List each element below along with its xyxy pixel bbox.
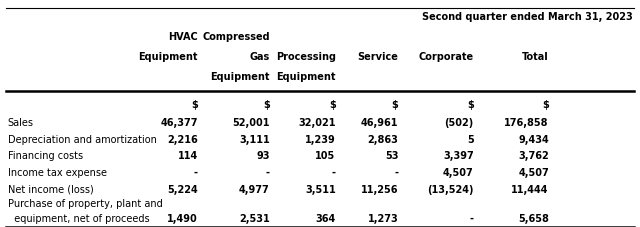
Text: Equipment: Equipment xyxy=(211,72,270,82)
Text: 3,397: 3,397 xyxy=(443,151,474,161)
Text: 2,216: 2,216 xyxy=(167,134,198,144)
Text: 2,863: 2,863 xyxy=(367,134,398,144)
Text: $: $ xyxy=(542,100,549,110)
Text: Equipment: Equipment xyxy=(276,72,336,82)
Text: Compressed: Compressed xyxy=(202,32,270,42)
Text: 5: 5 xyxy=(467,134,474,144)
Text: HVAC: HVAC xyxy=(168,32,198,42)
Text: Second quarter ended March 31, 2023: Second quarter ended March 31, 2023 xyxy=(422,12,632,22)
Text: 114: 114 xyxy=(177,151,198,161)
Text: 3,511: 3,511 xyxy=(305,184,336,194)
Text: -: - xyxy=(332,168,336,178)
Text: 105: 105 xyxy=(316,151,336,161)
Text: Financing costs: Financing costs xyxy=(8,151,83,161)
Text: Purchase of property, plant and: Purchase of property, plant and xyxy=(8,199,163,209)
Text: 1,273: 1,273 xyxy=(367,213,398,223)
Text: $: $ xyxy=(329,100,336,110)
Text: 4,507: 4,507 xyxy=(518,168,549,178)
Text: 46,377: 46,377 xyxy=(160,117,198,127)
Text: Depreciation and amortization: Depreciation and amortization xyxy=(8,134,157,144)
Text: Total: Total xyxy=(522,52,549,62)
Text: 52,001: 52,001 xyxy=(232,117,270,127)
Text: 4,507: 4,507 xyxy=(443,168,474,178)
Text: Equipment: Equipment xyxy=(138,52,198,62)
Text: 364: 364 xyxy=(316,213,336,223)
Text: 46,961: 46,961 xyxy=(361,117,398,127)
Text: (502): (502) xyxy=(444,117,474,127)
Text: 93: 93 xyxy=(257,151,270,161)
Text: 53: 53 xyxy=(385,151,398,161)
Text: equipment, net of proceeds: equipment, net of proceeds xyxy=(8,213,149,223)
Text: Income tax expense: Income tax expense xyxy=(8,168,107,178)
Text: Sales: Sales xyxy=(8,117,34,127)
Text: 5,224: 5,224 xyxy=(167,184,198,194)
Text: 2,531: 2,531 xyxy=(239,213,270,223)
Text: 11,444: 11,444 xyxy=(511,184,549,194)
Text: $: $ xyxy=(191,100,198,110)
Text: Corporate: Corporate xyxy=(419,52,474,62)
Text: 32,021: 32,021 xyxy=(298,117,336,127)
Text: $: $ xyxy=(263,100,270,110)
Text: 3,762: 3,762 xyxy=(518,151,549,161)
Text: -: - xyxy=(394,168,398,178)
Text: $: $ xyxy=(392,100,398,110)
Text: 1,239: 1,239 xyxy=(305,134,336,144)
Text: Gas: Gas xyxy=(250,52,270,62)
Text: -: - xyxy=(194,168,198,178)
Text: Net income (loss): Net income (loss) xyxy=(8,184,93,194)
Text: Processing: Processing xyxy=(276,52,336,62)
Text: 11,256: 11,256 xyxy=(361,184,398,194)
Text: 5,658: 5,658 xyxy=(518,213,549,223)
Text: -: - xyxy=(470,213,474,223)
Text: $: $ xyxy=(467,100,474,110)
Text: -: - xyxy=(266,168,270,178)
Text: 9,434: 9,434 xyxy=(518,134,549,144)
Text: 176,858: 176,858 xyxy=(504,117,549,127)
Text: 4,977: 4,977 xyxy=(239,184,270,194)
Text: 1,490: 1,490 xyxy=(167,213,198,223)
Text: (13,524): (13,524) xyxy=(427,184,474,194)
Text: Service: Service xyxy=(358,52,398,62)
Text: 3,111: 3,111 xyxy=(239,134,270,144)
